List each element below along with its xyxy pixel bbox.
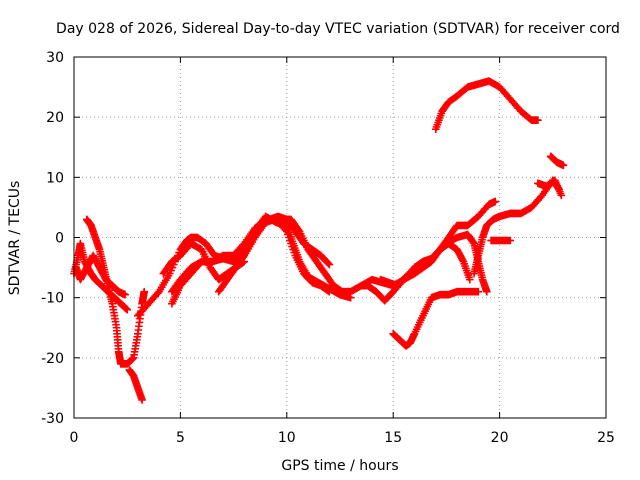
- y-tick-label: 10: [46, 170, 64, 186]
- y-tick-label: -20: [41, 351, 64, 367]
- data-point: [283, 227, 291, 236]
- x-axis-label: GPS time / hours: [281, 458, 398, 474]
- data-point: [284, 230, 292, 239]
- series-sat11: [376, 197, 500, 290]
- x-tick-label: 0: [70, 430, 79, 446]
- series-sat06: [168, 215, 334, 296]
- y-tick-label: -10: [41, 291, 64, 307]
- data-point: [491, 197, 500, 206]
- data-point: [287, 239, 295, 248]
- data-point: [290, 248, 299, 257]
- series-sat03: [125, 366, 146, 404]
- series-sat10: [389, 287, 483, 350]
- series-sat13: [470, 176, 563, 278]
- data-point: [138, 396, 146, 404]
- data-point: [285, 233, 293, 242]
- x-tick-label: 20: [491, 430, 509, 446]
- data-point: [121, 290, 129, 299]
- series-sat07: [214, 212, 334, 296]
- data-point: [123, 305, 131, 314]
- series-sat18: [72, 251, 129, 299]
- data-point: [557, 191, 566, 200]
- chart-title: Day 028 of 2026, Sidereal Day-to-day VTE…: [56, 21, 620, 37]
- series-sat16: [546, 152, 568, 170]
- data-point: [559, 161, 568, 170]
- data-point: [506, 236, 515, 245]
- data-point: [534, 116, 542, 124]
- data-point: [324, 259, 333, 268]
- grid-lines: [74, 57, 606, 418]
- series-sat17: [487, 236, 515, 245]
- axis-ticks: [73, 56, 607, 419]
- series-sat15: [534, 176, 566, 200]
- y-axis-label: SDTVAR / TECUs: [7, 181, 23, 296]
- data-point: [325, 287, 334, 296]
- y-tick-label: 20: [46, 110, 64, 126]
- y-tick-label: 0: [55, 231, 64, 247]
- data-point: [466, 275, 474, 284]
- data-point: [474, 287, 483, 296]
- data-point: [346, 293, 355, 302]
- data-point: [325, 260, 334, 269]
- x-tick-label: 10: [278, 430, 296, 446]
- x-tick-label: 25: [597, 430, 615, 446]
- data-point: [483, 287, 491, 296]
- data-point: [288, 242, 296, 251]
- data-point: [240, 257, 249, 266]
- series-sat14: [431, 77, 542, 133]
- y-tick-label: -30: [41, 411, 64, 427]
- series-sat08: [159, 239, 249, 284]
- series-sat02: [82, 215, 149, 368]
- data-point: [286, 236, 294, 245]
- x-tick-label: 15: [384, 430, 402, 446]
- axis-tick-labels: 0 5 10 15 20 25 -30 -20 -10 0 10 20 30: [41, 50, 615, 446]
- data-point: [289, 245, 297, 254]
- x-tick-label: 5: [176, 430, 185, 446]
- y-tick-label: 30: [46, 50, 64, 66]
- series-sat04: [134, 215, 419, 320]
- data-points: [70, 77, 568, 404]
- data-point: [140, 287, 149, 296]
